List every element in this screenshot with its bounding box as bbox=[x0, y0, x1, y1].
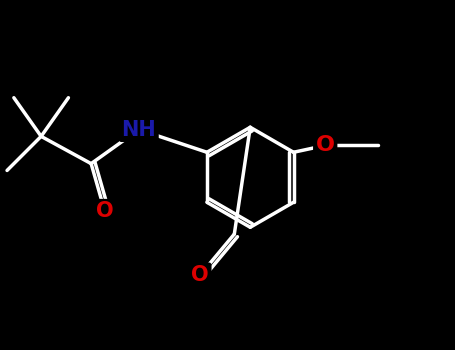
Text: O: O bbox=[192, 265, 209, 285]
Text: O: O bbox=[96, 201, 114, 221]
Text: O: O bbox=[316, 135, 335, 155]
Text: NH: NH bbox=[121, 120, 156, 140]
